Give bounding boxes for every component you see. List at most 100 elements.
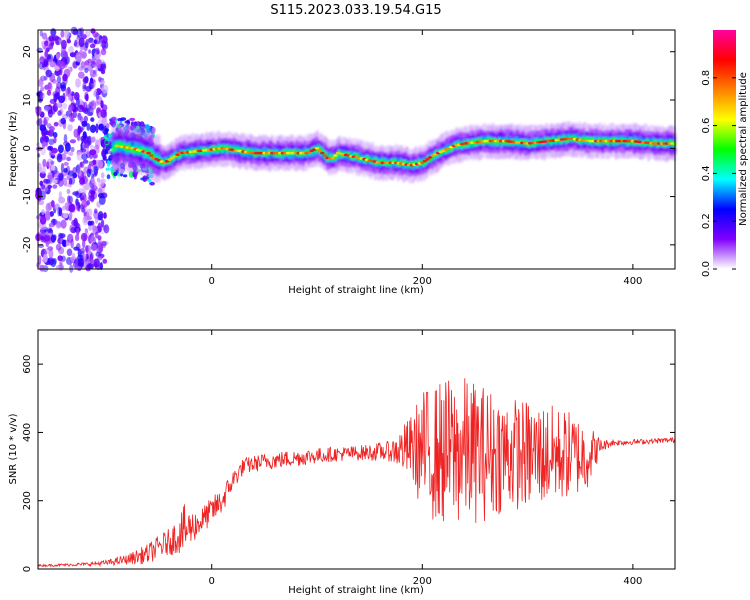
noise-blob — [73, 128, 79, 138]
ridge-cell — [471, 142, 474, 147]
noise-blob — [94, 32, 101, 41]
ridge-cell — [397, 157, 400, 166]
spectrogram-y-tick-label: 20 — [22, 45, 33, 58]
ridge-cell — [522, 139, 525, 144]
core-dot — [146, 151, 151, 155]
noise-blob — [40, 167, 47, 174]
noise-blob — [47, 228, 53, 234]
noise-blob — [98, 123, 104, 131]
spectrogram-frame — [37, 29, 676, 270]
ridge-cell — [192, 151, 195, 156]
noise-blob — [76, 164, 81, 174]
noise-blob — [45, 69, 53, 78]
ridge-cell — [168, 159, 171, 165]
noise-blob — [68, 203, 76, 213]
noise-blob — [48, 138, 55, 145]
noise-blob — [43, 253, 48, 263]
ridge-cell — [317, 145, 320, 150]
transition-blob — [104, 140, 109, 145]
ridge-cell — [185, 151, 188, 156]
noise-blob — [90, 136, 96, 143]
ridge-cell — [557, 137, 560, 146]
ridge-cell — [148, 148, 151, 155]
snr-x-tick-label: 0 — [209, 576, 215, 587]
ridge-cell — [226, 143, 229, 152]
ridge-cell — [373, 157, 376, 162]
noise-blob — [81, 153, 88, 161]
noise-blob — [65, 142, 71, 152]
noise-blob — [60, 84, 66, 92]
ridge-cell — [321, 147, 324, 155]
noise-blob — [88, 189, 95, 199]
ridge-cell — [171, 156, 174, 164]
ridge-cell — [631, 140, 634, 145]
ridge-cell — [465, 143, 468, 148]
ridge-cell — [334, 156, 337, 161]
noise-blob — [50, 28, 57, 37]
ridge-cell — [222, 145, 226, 150]
ridge-cell — [460, 143, 463, 149]
ridge-cell — [322, 149, 325, 154]
ridge-cell — [613, 137, 616, 142]
noise-blob — [81, 120, 88, 127]
ridge-cell — [201, 150, 204, 155]
ridge-cell — [356, 153, 359, 158]
noise-blob — [58, 246, 65, 255]
figure-title: S115.2023.033.19.54.G15 — [270, 3, 441, 18]
ridge-cell — [264, 147, 267, 156]
noise-blob — [41, 226, 49, 232]
ridge-cell — [145, 145, 148, 157]
noise-blob — [56, 154, 63, 163]
ridge-cell — [411, 161, 414, 166]
ridge-cell — [278, 152, 281, 157]
noise-blob — [63, 167, 68, 173]
noise-blob — [57, 144, 64, 154]
ridge-cell — [211, 148, 214, 153]
ridge-cell — [137, 148, 140, 155]
ridge-cell — [598, 138, 601, 147]
noise-blob — [97, 235, 102, 241]
ridge-cell — [351, 155, 354, 161]
noise-blob — [69, 139, 77, 144]
noise-blob — [85, 264, 92, 272]
noise-blob — [46, 89, 52, 96]
ridge-cell — [327, 152, 330, 160]
noise-blob — [68, 195, 73, 204]
ridge-cell — [298, 152, 301, 157]
noise-blob — [72, 111, 78, 119]
ridge-cell — [364, 158, 367, 164]
ridge-cell — [320, 147, 323, 152]
spectrogram-y-axis-label: Frequency (Hz) — [8, 111, 19, 187]
noise-blob — [93, 165, 99, 175]
noise-blob — [49, 211, 54, 217]
noise-blob — [43, 234, 51, 242]
ridge-cell — [552, 138, 555, 146]
ridge-cell — [474, 141, 477, 146]
noise-blob — [53, 121, 59, 127]
ridge-cell — [529, 141, 533, 149]
noise-blob — [40, 225, 47, 231]
transition-blob — [104, 128, 109, 132]
noise-blob — [55, 221, 62, 229]
ridge-cell — [417, 160, 420, 165]
ridge-cell — [229, 145, 232, 151]
ridge-cell — [335, 155, 338, 160]
noise-blob — [101, 117, 108, 126]
noise-blob — [104, 41, 109, 49]
colorbar: 0.0 0.2 0.4 0.6 0.8 Normalized spectral ampl… — [701, 30, 749, 277]
ridge-cell — [633, 135, 636, 144]
core-dot — [422, 159, 428, 163]
noise-blob — [84, 228, 89, 234]
ridge-cell — [289, 151, 293, 159]
spectrogram-y-tick-label: 0 — [22, 145, 33, 151]
noise-blob — [74, 257, 79, 267]
noise-blob — [84, 182, 90, 191]
noise-blob — [77, 112, 82, 121]
noise-blob — [61, 39, 67, 50]
ridge-cell — [481, 135, 485, 144]
noise-blob — [60, 219, 67, 229]
noise-blob — [75, 78, 81, 88]
ridge-cell — [178, 153, 181, 158]
noise-blob — [87, 220, 93, 226]
